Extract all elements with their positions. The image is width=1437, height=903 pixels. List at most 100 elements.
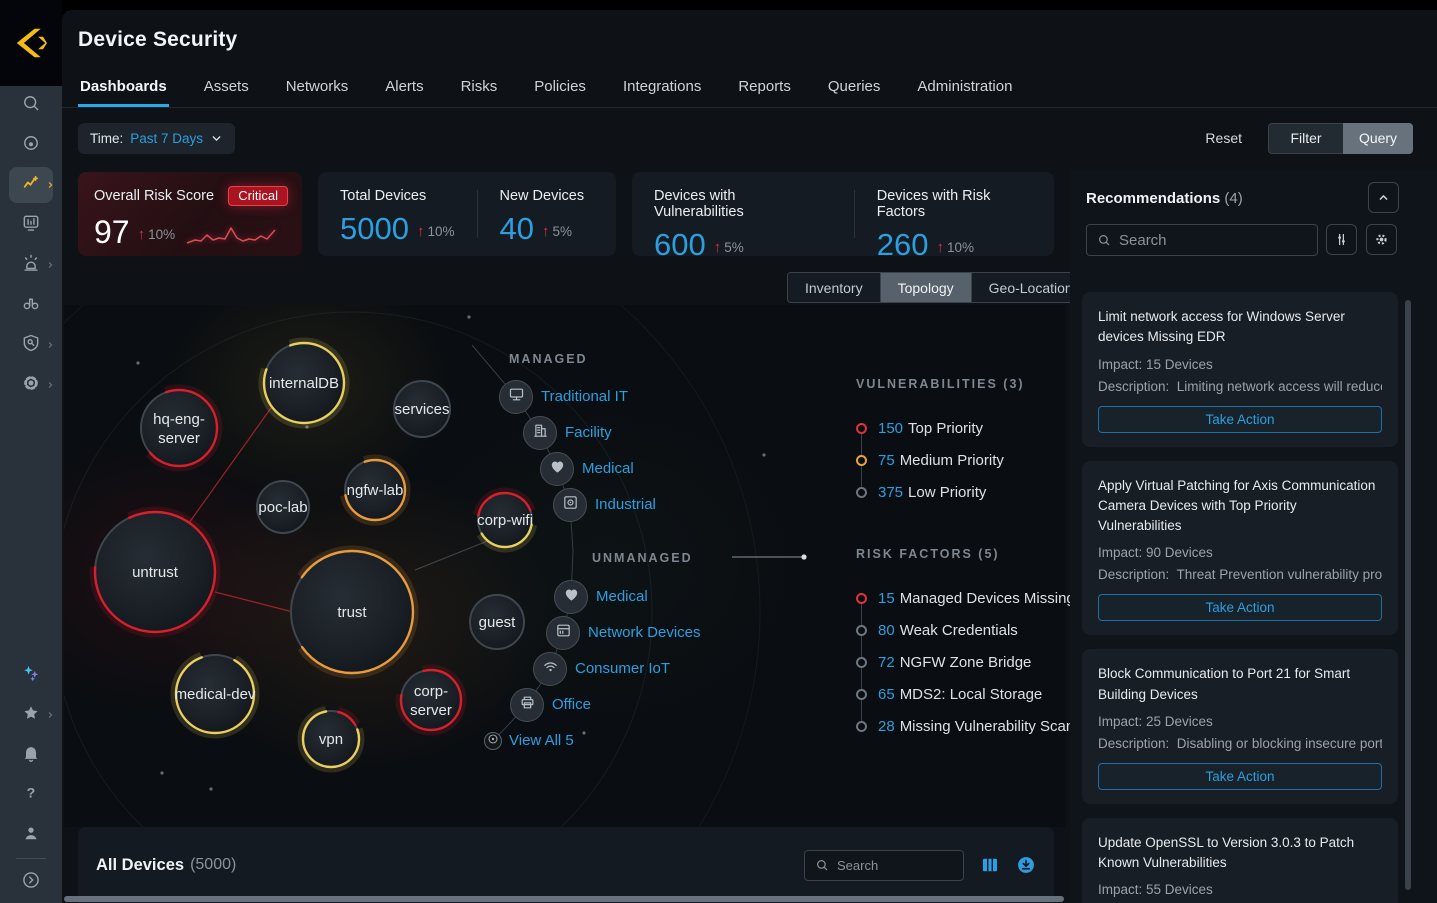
sidebar-item-dashboards[interactable]: [9, 167, 53, 203]
download-icon[interactable]: [1016, 855, 1036, 875]
item-count[interactable]: 75: [878, 451, 895, 469]
sidebar-item-radar[interactable]: [9, 125, 53, 165]
collapse-panel-button[interactable]: [1368, 182, 1399, 213]
new-devices-value[interactable]: 40: [499, 211, 534, 246]
category-facility[interactable]: [523, 416, 557, 450]
settings-button[interactable]: [1366, 224, 1397, 255]
risk-factors-list-item[interactable]: 80 Weak Credentials: [856, 614, 1066, 646]
sidebar-item-reports[interactable]: [9, 205, 53, 245]
category-industrial[interactable]: [553, 488, 587, 522]
risk-factors-list-item[interactable]: 28 Missing Vulnerability Scans: [856, 710, 1082, 742]
sidebar-item-search[interactable]: [9, 85, 53, 125]
view-tab-geo-location[interactable]: Geo-Location: [970, 273, 1090, 302]
topology-node-medical-dev[interactable]: medical-dev: [170, 649, 260, 739]
category-office[interactable]: [510, 688, 544, 722]
sidebar-item-alerts[interactable]: [9, 245, 53, 285]
topology-node-internalDB[interactable]: internalDB: [258, 337, 350, 429]
take-action-button[interactable]: Take Action: [1098, 762, 1382, 790]
sidebar-item-policies[interactable]: [9, 325, 53, 365]
vulnerabilities-list-item[interactable]: 375 Low Priority: [856, 476, 1066, 508]
horizontal-scrollbar[interactable]: [64, 896, 1064, 902]
topology-node-corp-server[interactable]: corp-server: [395, 664, 467, 736]
tab-dashboards[interactable]: Dashboards: [78, 72, 169, 107]
tab-networks[interactable]: Networks: [285, 78, 349, 95]
query-button[interactable]: Query: [1343, 122, 1413, 154]
vertical-scrollbar[interactable]: [1405, 300, 1411, 890]
item-label: Low Priority: [908, 483, 987, 501]
take-action-button[interactable]: Take Action: [1098, 594, 1382, 622]
category-label[interactable]: Office: [552, 696, 591, 713]
vulnerabilities-list-item[interactable]: 150 Top Priority: [856, 412, 1066, 444]
columns-icon[interactable]: [980, 855, 1000, 875]
take-action-button[interactable]: Take Action: [1098, 405, 1382, 433]
sidebar-item-notifications[interactable]: [9, 735, 53, 775]
item-count[interactable]: 28: [878, 717, 895, 735]
tab-risks[interactable]: Risks: [460, 78, 498, 95]
category-traditional-it[interactable]: [499, 380, 533, 414]
tab-alerts[interactable]: Alerts: [385, 78, 424, 95]
topology-node-ngfw-lab[interactable]: ngfw-lab: [339, 454, 411, 526]
sidebar-item-help[interactable]: ?: [9, 775, 53, 815]
recommendation-impact: Impact: 25 Devices: [1098, 713, 1213, 729]
filter-button[interactable]: Filter: [1268, 122, 1343, 154]
category-label[interactable]: View All 5: [509, 732, 574, 749]
topology-node-poc-lab[interactable]: poc-lab: [256, 480, 310, 534]
tab-queries[interactable]: Queries: [827, 78, 881, 95]
sort-filter-button[interactable]: [1326, 224, 1357, 255]
tab-administration[interactable]: Administration: [917, 78, 1013, 95]
devices-risk-factors-value[interactable]: 260: [876, 227, 929, 262]
time-filter-dropdown[interactable]: Time: Past 7 Days: [78, 122, 236, 154]
item-count[interactable]: 65: [878, 685, 895, 703]
category-label[interactable]: Medical: [582, 460, 634, 477]
category-label[interactable]: Facility: [565, 424, 612, 441]
item-count[interactable]: 80: [878, 621, 895, 639]
item-count[interactable]: 150: [878, 419, 904, 437]
sidebar-item-ai-assist[interactable]: [9, 655, 53, 695]
reset-button[interactable]: Reset: [1205, 130, 1242, 146]
search-icon: [1099, 235, 1110, 246]
sidebar-item-expand[interactable]: [9, 862, 53, 902]
devices-vulnerabilities-value[interactable]: 600: [654, 227, 706, 262]
view-tab-inventory[interactable]: Inventory: [788, 273, 880, 302]
topology-node-hq-eng-server[interactable]: hq-eng-server: [135, 384, 223, 472]
sidebar-item-discover[interactable]: [9, 285, 53, 325]
topology-node-vpn[interactable]: vpn: [297, 705, 365, 773]
sidebar-item-user[interactable]: [9, 815, 53, 855]
category-consumer-iot[interactable]: [533, 652, 567, 686]
tab-reports[interactable]: Reports: [738, 78, 791, 95]
tab-assets[interactable]: Assets: [203, 78, 249, 95]
devices-search-input[interactable]: [837, 857, 937, 873]
risk-factors-list-item[interactable]: 15 Managed Devices Missing EDR: [856, 582, 1111, 614]
vulnerabilities-list-item[interactable]: 75 Medium Priority: [856, 444, 1066, 476]
category-label[interactable]: Consumer IoT: [575, 660, 671, 677]
category-medical[interactable]: [540, 452, 574, 486]
category-view-all-5[interactable]: [484, 732, 502, 750]
category-label[interactable]: Network Devices: [588, 624, 701, 641]
tab-integrations[interactable]: Integrations: [622, 78, 702, 95]
risk-factors-list-title: RISK FACTORS (5): [856, 547, 1000, 561]
topology-node-guest[interactable]: guest: [469, 594, 525, 650]
total-devices-value[interactable]: 5000: [340, 211, 409, 246]
category-label[interactable]: Industrial: [595, 496, 656, 513]
topology-node-untrust[interactable]: untrust: [89, 506, 221, 638]
category-network-devices[interactable]: [546, 616, 580, 650]
tab-policies[interactable]: Policies: [534, 78, 586, 95]
item-count[interactable]: 15: [878, 589, 895, 607]
recommendations-search-input[interactable]: [1119, 231, 1289, 249]
svg-text:ngfw-lab: ngfw-lab: [347, 482, 404, 499]
sidebar-item-favorites[interactable]: [9, 695, 53, 735]
topology-node-trust[interactable]: trust: [285, 545, 419, 679]
recommendation-card: Apply Virtual Patching for Axis Communic…: [1082, 460, 1398, 636]
category-label[interactable]: Traditional IT: [541, 388, 628, 405]
topology-node-services[interactable]: services: [393, 380, 451, 438]
item-count[interactable]: 72: [878, 653, 895, 671]
category-label[interactable]: Medical: [596, 588, 648, 605]
risk-factors-list-item[interactable]: 65 MDS2: Local Storage: [856, 678, 1066, 710]
item-count[interactable]: 375: [878, 483, 904, 501]
app-logo[interactable]: [0, 0, 62, 86]
risk-factors-list-item[interactable]: 72 NGFW Zone Bridge: [856, 646, 1066, 678]
view-tab-topology[interactable]: Topology: [879, 273, 971, 302]
sidebar-item-settings[interactable]: [9, 365, 53, 405]
topology-node-corp-wifi[interactable]: corp-wifi: [472, 487, 538, 553]
category-medical[interactable]: [554, 580, 588, 614]
